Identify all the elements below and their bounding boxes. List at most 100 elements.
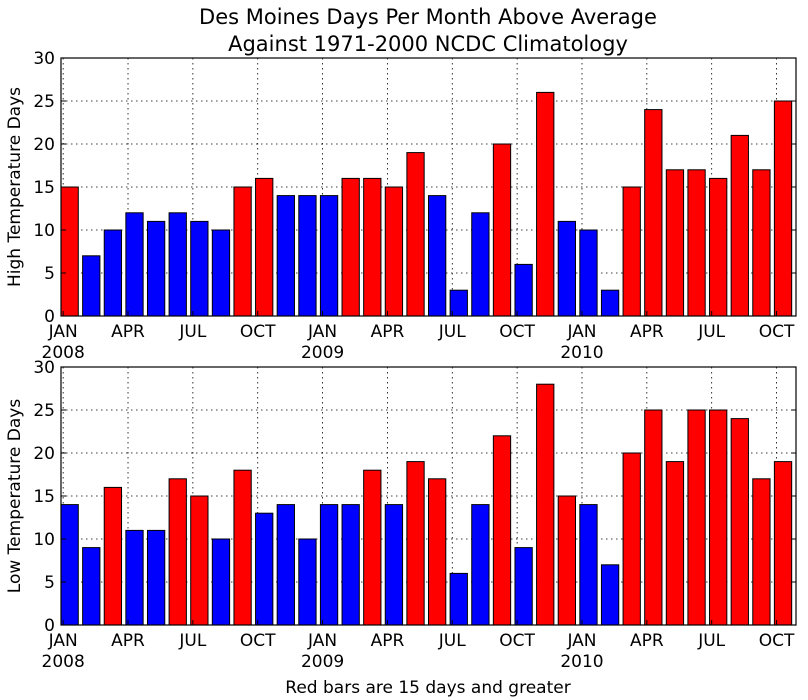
chart-title-line-1: Des Moines Days Per Month Above Average: [199, 5, 657, 29]
low-temp-xtick-month-4: JAN: [307, 631, 337, 651]
high-temp-bar-2009-03: [363, 177, 382, 317]
low-temp-ytick-label-4: 20: [33, 444, 55, 464]
low-temp-bar-2010-04: [644, 409, 663, 626]
high-temp-bar-2010-07: [709, 177, 728, 317]
low-temp-bar-2009-06: [428, 478, 447, 626]
high-temp-ytick-label-5: 25: [33, 92, 55, 112]
low-temp-bar-2008-03: [103, 486, 123, 626]
high-temp-xtick-month-3: OCT: [240, 322, 276, 342]
high-temp-ytick-label-0: 0: [44, 307, 55, 327]
high-temp-bar-2010-10: [773, 100, 793, 317]
high-temp-bar-2008-05: [146, 220, 166, 317]
high-temp-bar-2009-04: [384, 186, 404, 317]
low-temp-bar-2009-10: [514, 547, 533, 626]
high-temp-bar-2008-04: [125, 212, 144, 317]
low-temp-bar-2009-12: [557, 495, 576, 626]
high-temp-xtick-month-11: OCT: [759, 322, 795, 342]
high-temp-bar-2008-08: [211, 229, 231, 317]
low-temp-ytick-label-3: 15: [33, 487, 55, 507]
high-temp-xtick-month-5: APR: [371, 322, 405, 342]
high-temp-bar-2009-08: [471, 212, 490, 317]
low-temp-ytick-label-1: 5: [44, 573, 55, 593]
low-temp-bar-2008-08: [211, 538, 231, 626]
high-temp-bar-2008-10: [255, 177, 274, 317]
high-temp-bar-2010-05: [665, 169, 685, 317]
low-temp-ytick-label-0: 0: [44, 616, 55, 636]
high-temp-bar-2009-02: [341, 177, 360, 317]
high-temp-bar-2010-08: [730, 134, 749, 317]
low-temp-bar-2010-01: [579, 504, 598, 626]
low-temp-bar-2009-11: [536, 383, 555, 626]
high-temp-xtick-month-2: JUL: [178, 322, 206, 342]
low-temp-xtick-month-6: JUL: [438, 631, 466, 651]
low-temp-xtick-month-10: JUL: [697, 631, 725, 651]
low-temp-bar-2008-10: [255, 512, 274, 626]
high-temp-xtick-year-0: 2008: [42, 343, 85, 363]
high-temp-bar-2008-11: [276, 195, 295, 317]
low-temp-bar-2009-04: [384, 504, 404, 626]
low-temp-xtick-month-1: APR: [111, 631, 145, 651]
low-temp-bar-2008-01: [60, 504, 79, 626]
low-temp-ytick-label-2: 10: [33, 530, 55, 550]
low-temp-bar-2009-07: [449, 572, 468, 626]
high-temp-ytick-label-2: 10: [33, 221, 55, 241]
high-temp-ytick-label-3: 15: [33, 178, 55, 198]
chart-title-line-2: Against 1971-2000 NCDC Climatology: [228, 32, 628, 56]
low-temp-xtick-month-5: APR: [371, 631, 405, 651]
high-temp-bar-2008-03: [103, 229, 123, 317]
low-temp-bar-2010-02: [600, 564, 620, 626]
low-temp-bar-2008-11: [276, 504, 295, 626]
low-temp-xtick-month-8: JAN: [566, 631, 596, 651]
high-temp-xtick-year-4: 2009: [301, 343, 344, 363]
high-temp-bar-2008-01: [60, 186, 79, 317]
high-temp-bar-2010-02: [600, 289, 620, 317]
high-temp-bar-2009-01: [319, 195, 339, 317]
high-temp-xtick-month-7: OCT: [499, 322, 535, 342]
low-temp-xtick-year-4: 2009: [301, 652, 344, 672]
low-temp-bar-2009-05: [406, 461, 425, 626]
low-temp-bar-2010-09: [752, 478, 771, 626]
low-temp-bar-2008-05: [146, 529, 166, 626]
low-temp-xtick-month-2: JUL: [178, 631, 206, 651]
low-temp-ylabel: Low Temperature Days: [5, 399, 25, 594]
low-temp-bar-2009-09: [492, 435, 512, 626]
high-temp-xtick-month-1: APR: [111, 322, 145, 342]
low-temp-bar-2009-08: [471, 504, 490, 626]
high-temp-bar-2010-03: [622, 186, 641, 317]
low-temp-bar-2008-09: [233, 469, 252, 626]
chart-caption: Red bars are 15 days and greater: [285, 678, 570, 698]
low-temp-bar-2010-10: [773, 461, 793, 626]
high-temp-xtick-month-6: JUL: [438, 322, 466, 342]
high-temp-xtick-month-9: APR: [630, 322, 664, 342]
high-temp-bar-2010-04: [644, 109, 663, 317]
low-temp-xtick-month-0: JAN: [48, 631, 78, 651]
high-temp-bar-2010-06: [687, 169, 706, 317]
high-temp-bar-2009-12: [557, 220, 576, 317]
high-temp-ytick-label-1: 5: [44, 264, 55, 284]
low-temp-bar-2008-06: [168, 478, 187, 626]
high-temp-bar-2008-06: [168, 212, 187, 317]
high-temp-xtick-year-8: 2010: [560, 343, 603, 363]
high-temp-bar-2008-12: [298, 195, 317, 317]
low-temp-xtick-month-9: APR: [630, 631, 664, 651]
low-temp-bar-2008-07: [190, 495, 209, 626]
low-temp-bar-2010-03: [622, 452, 641, 626]
high-temp-bar-2010-01: [579, 229, 598, 317]
low-temp-xtick-month-11: OCT: [759, 631, 795, 651]
high-temp-bar-2009-09: [492, 143, 512, 317]
high-temp-bar-2009-06: [428, 195, 447, 317]
high-temp-xtick-month-0: JAN: [48, 322, 78, 342]
low-temp-xtick-year-0: 2008: [42, 652, 85, 672]
high-temp-bar-2008-07: [190, 220, 209, 317]
low-temp-bar-2010-06: [687, 409, 706, 626]
low-temp-bar-2008-12: [298, 538, 317, 626]
high-temp-bar-2008-02: [82, 255, 101, 317]
high-temp-bar-2010-09: [752, 169, 771, 317]
high-temp-bar-2009-11: [536, 91, 555, 317]
low-temp-xtick-month-3: OCT: [240, 631, 276, 651]
high-temp-bar-2009-05: [406, 152, 425, 317]
high-temp-bar-2009-10: [514, 263, 533, 317]
low-temp-xtick-year-8: 2010: [560, 652, 603, 672]
high-temp-xtick-month-4: JAN: [307, 322, 337, 342]
